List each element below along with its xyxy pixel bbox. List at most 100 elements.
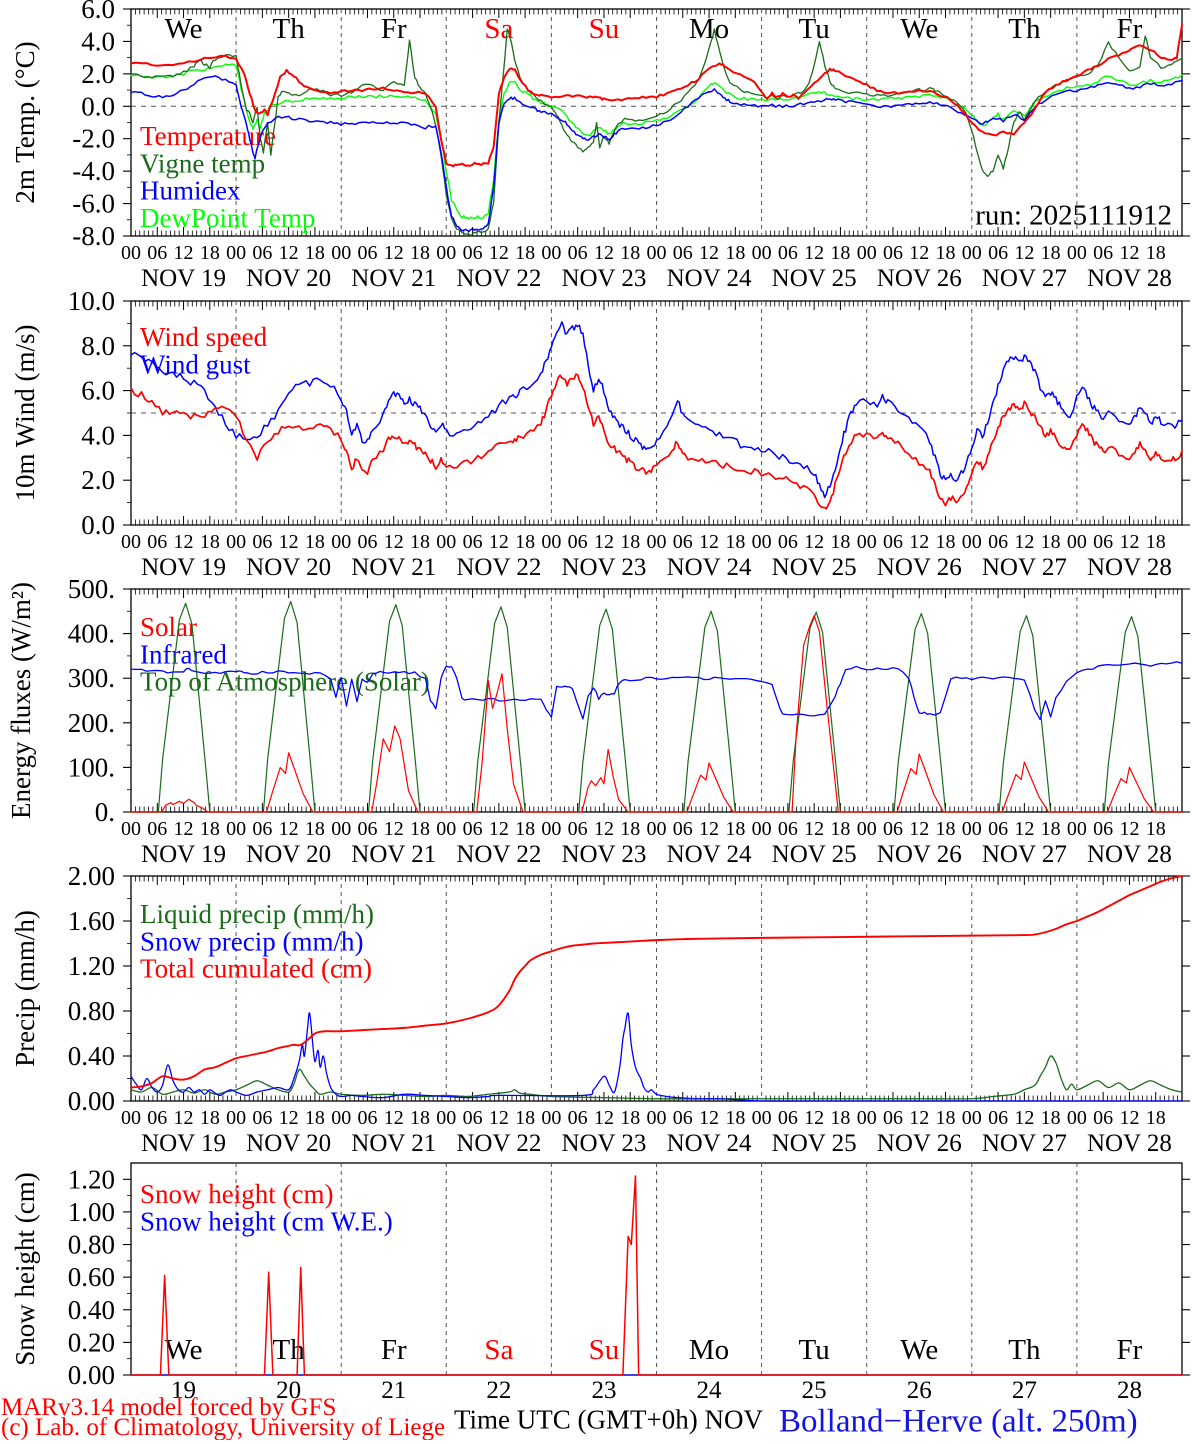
- svg-text:NOV 19: NOV 19: [141, 554, 226, 581]
- svg-text:06: 06: [147, 1107, 167, 1129]
- svg-text:12: 12: [1014, 1107, 1034, 1129]
- svg-text:00: 00: [226, 818, 246, 840]
- svg-text:NOV 26: NOV 26: [877, 554, 962, 581]
- svg-text:18: 18: [410, 531, 430, 553]
- svg-text:12: 12: [279, 1107, 299, 1129]
- svg-text:06: 06: [673, 1107, 693, 1129]
- svg-text:0.80: 0.80: [68, 996, 115, 1026]
- svg-text:NOV 22: NOV 22: [456, 841, 541, 868]
- svg-text:2.00: 2.00: [68, 861, 115, 891]
- svg-text:6.0: 6.0: [81, 376, 115, 406]
- svg-text:12: 12: [1119, 531, 1139, 553]
- svg-text:06: 06: [463, 818, 483, 840]
- svg-text:Bolland−Herve (alt. 250m): Bolland−Herve (alt. 250m): [779, 1404, 1138, 1440]
- svg-text:06: 06: [1093, 242, 1113, 264]
- svg-text:Humidex: Humidex: [140, 176, 241, 206]
- svg-text:0.0: 0.0: [81, 91, 115, 121]
- svg-text:NOV 19: NOV 19: [141, 841, 226, 868]
- svg-text:06: 06: [673, 242, 693, 264]
- svg-text:06: 06: [883, 242, 903, 264]
- svg-text:0.40: 0.40: [68, 1041, 115, 1071]
- svg-text:12: 12: [384, 531, 404, 553]
- svg-text:06: 06: [988, 1107, 1008, 1129]
- svg-text:NOV 23: NOV 23: [561, 841, 646, 868]
- svg-text:18: 18: [620, 818, 640, 840]
- svg-text:06: 06: [673, 818, 693, 840]
- svg-text:06: 06: [357, 1107, 377, 1129]
- svg-text:06: 06: [252, 242, 272, 264]
- svg-text:4.0: 4.0: [81, 26, 115, 56]
- svg-text:00: 00: [752, 818, 772, 840]
- svg-text:06: 06: [357, 531, 377, 553]
- svg-text:1.60: 1.60: [68, 906, 115, 936]
- svg-text:Tu: Tu: [799, 1334, 830, 1366]
- svg-text:18: 18: [200, 531, 220, 553]
- svg-text:12: 12: [909, 1107, 929, 1129]
- svg-text:Wind speed: Wind speed: [140, 322, 268, 352]
- svg-text:12: 12: [594, 531, 614, 553]
- svg-text:06: 06: [568, 1107, 588, 1129]
- svg-text:18: 18: [1041, 242, 1061, 264]
- svg-text:18: 18: [410, 242, 430, 264]
- svg-text:12: 12: [1014, 242, 1034, 264]
- svg-text:NOV 26: NOV 26: [877, 841, 962, 868]
- svg-text:NOV 23: NOV 23: [561, 554, 646, 581]
- svg-text:run: 2025111912: run: 2025111912: [975, 200, 1172, 232]
- svg-text:Energy fluxes (W/m²): Energy fluxes (W/m²): [6, 582, 36, 819]
- svg-text:00: 00: [331, 531, 351, 553]
- svg-text:00: 00: [752, 531, 772, 553]
- svg-text:NOV 26: NOV 26: [877, 1130, 962, 1157]
- svg-text:NOV 24: NOV 24: [667, 554, 752, 581]
- svg-text:Tu: Tu: [799, 13, 830, 45]
- svg-text:Fr: Fr: [381, 1334, 407, 1366]
- svg-text:18: 18: [830, 242, 850, 264]
- svg-text:00: 00: [857, 531, 877, 553]
- svg-text:00: 00: [647, 531, 667, 553]
- svg-text:2m Temp. (°C): 2m Temp. (°C): [10, 41, 40, 203]
- svg-text:21: 21: [381, 1377, 406, 1404]
- svg-text:Snow precip (mm/h): Snow precip (mm/h): [140, 926, 363, 956]
- svg-text:06: 06: [252, 531, 272, 553]
- svg-text:We: We: [165, 13, 203, 45]
- svg-text:10.0: 10.0: [68, 286, 115, 316]
- svg-text:06: 06: [1093, 818, 1113, 840]
- svg-text:-2.0: -2.0: [72, 124, 115, 154]
- svg-text:Total cumulated (cm): Total cumulated (cm): [140, 954, 372, 984]
- svg-text:Wind gust: Wind gust: [140, 349, 251, 379]
- svg-text:06: 06: [883, 531, 903, 553]
- svg-text:18: 18: [936, 531, 956, 553]
- svg-text:12: 12: [699, 818, 719, 840]
- svg-text:06: 06: [357, 818, 377, 840]
- svg-text:06: 06: [147, 818, 167, 840]
- svg-text:NOV 27: NOV 27: [982, 265, 1067, 292]
- svg-text:00: 00: [226, 1107, 246, 1129]
- svg-text:00: 00: [752, 242, 772, 264]
- svg-text:18: 18: [725, 1107, 745, 1129]
- svg-text:100.: 100.: [68, 752, 115, 782]
- svg-text:Time UTC (GMT+0h) NOV: Time UTC (GMT+0h) NOV: [454, 1405, 763, 1435]
- svg-text:NOV 28: NOV 28: [1087, 1130, 1172, 1157]
- svg-text:2.0: 2.0: [81, 59, 115, 89]
- svg-text:00: 00: [962, 1107, 982, 1129]
- svg-text:(c) Lab. of Climatology, Unive: (c) Lab. of Climatology, University of L…: [1, 1414, 445, 1440]
- svg-text:18: 18: [200, 1107, 220, 1129]
- svg-text:12: 12: [489, 818, 509, 840]
- svg-text:18: 18: [1146, 242, 1166, 264]
- svg-text:12: 12: [699, 242, 719, 264]
- svg-text:300.: 300.: [68, 663, 115, 693]
- svg-text:06: 06: [988, 242, 1008, 264]
- svg-text:0.60: 0.60: [68, 1262, 115, 1292]
- svg-text:Infrared: Infrared: [140, 639, 227, 669]
- svg-text:00: 00: [752, 1107, 772, 1129]
- svg-text:NOV 23: NOV 23: [561, 265, 646, 292]
- svg-text:18: 18: [410, 818, 430, 840]
- svg-text:06: 06: [463, 531, 483, 553]
- svg-text:18: 18: [1041, 531, 1061, 553]
- svg-text:10m Wind (m/s): 10m Wind (m/s): [10, 325, 40, 502]
- svg-text:00: 00: [1067, 242, 1087, 264]
- svg-text:12: 12: [804, 1107, 824, 1129]
- svg-text:NOV 20: NOV 20: [246, 1130, 331, 1157]
- svg-text:-4.0: -4.0: [72, 156, 115, 186]
- svg-text:Sa: Sa: [484, 13, 513, 45]
- svg-text:06: 06: [252, 1107, 272, 1129]
